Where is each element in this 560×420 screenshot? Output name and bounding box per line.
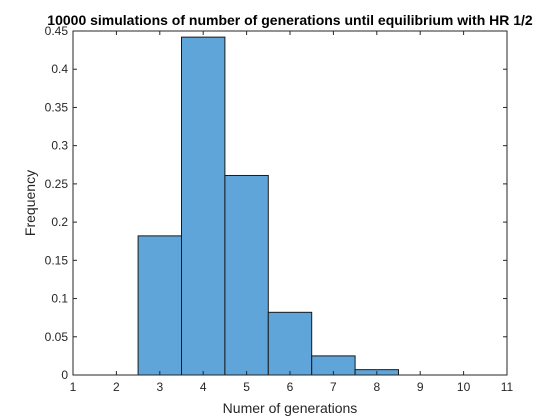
histogram-bars xyxy=(137,36,400,376)
x-axis-ticks: 1 2 3 4 5 6 7 8 9 10 11 xyxy=(70,31,514,394)
y-tick-label: 0.25 xyxy=(45,177,69,191)
y-tick-label: 0.35 xyxy=(45,100,69,114)
chart-title: 10000 simulations of number of generatio… xyxy=(47,12,533,28)
histogram-bar-6 xyxy=(267,311,313,376)
x-tick-label: 11 xyxy=(501,380,514,394)
y-tick-label: 0.05 xyxy=(45,330,69,344)
y-tick-label: 0.45 xyxy=(45,24,69,38)
x-tick-label: 3 xyxy=(156,380,163,394)
y-tick-label: 0 xyxy=(61,368,68,382)
x-tick-label: 10 xyxy=(457,380,471,394)
x-axis-label: Numer of generations xyxy=(223,400,358,416)
x-tick-label: 2 xyxy=(113,380,120,394)
y-tick-label: 0.4 xyxy=(51,62,68,76)
x-tick-label: 6 xyxy=(287,380,294,394)
histogram-bar-3 xyxy=(137,235,183,376)
x-tick-label: 9 xyxy=(417,380,424,394)
x-tick-label: 8 xyxy=(373,380,380,394)
x-tick-label: 1 xyxy=(70,380,77,394)
y-tick-label: 0.15 xyxy=(45,253,69,267)
y-tick-label: 0.2 xyxy=(51,215,68,229)
y-axis-label: Frequency xyxy=(22,170,38,236)
y-axis-ticks: 0 0.05 0.1 0.15 0.2 0.25 0.3 0.35 0.4 0.45 xyxy=(45,24,507,382)
y-tick-label: 0.1 xyxy=(51,292,68,306)
x-tick-label: 7 xyxy=(330,380,337,394)
x-tick-label: 4 xyxy=(200,380,207,394)
histogram-bar-4 xyxy=(181,36,226,376)
x-tick-label: 5 xyxy=(243,380,250,394)
y-tick-label: 0.3 xyxy=(51,139,68,153)
histogram-bar-5 xyxy=(224,174,269,376)
